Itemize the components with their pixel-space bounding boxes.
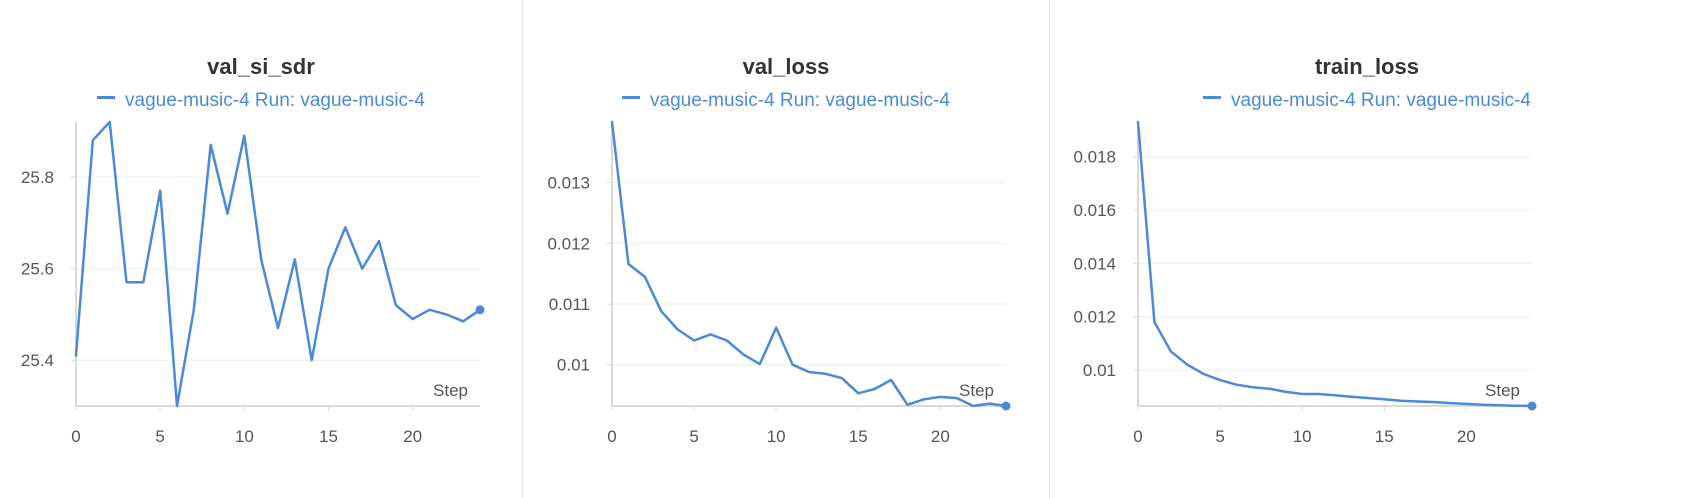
y-tick-label: 0.012 [547,234,590,253]
x-tick-label: 0 [607,427,616,446]
y-tick-label: 0.013 [547,174,590,193]
panel-divider-2 [1049,0,1050,498]
series-line [74,120,482,408]
x-tick-label: 5 [155,427,164,446]
x-tick-label: 5 [689,427,698,446]
x-tick-label: 10 [1293,427,1312,446]
panel-divider-1 [522,0,523,498]
chart-panel-train-loss: train_loss vague-music-4 Run: vague-musi… [1050,0,1684,498]
legend-label: vague-music-4 Run: vague-music-4 [125,90,425,111]
series-last-point [1527,401,1537,411]
legend-line-icon [97,96,116,100]
legend-line-icon [1203,96,1222,100]
chart-plot[interactable]: 0.01 0.011 0.012 0.013 0 5 10 15 20 Step [523,0,1049,498]
chart-legend[interactable]: vague-music-4 Run: vague-music-4 [0,90,522,112]
chart-legend[interactable]: vague-music-4 Run: vague-music-4 [1050,90,1684,112]
y-tick-label: 0.012 [1073,308,1116,327]
legend-line-icon [622,96,641,100]
x-tick-label: 0 [1133,427,1142,446]
x-tick-label: 20 [1457,427,1476,446]
x-tick-label: 20 [403,427,422,446]
chart-title: val_si_sdr [207,54,315,79]
series-last-point [475,305,485,315]
x-tick-label: 0 [71,427,80,446]
y-tick-label: 0.014 [1073,254,1116,273]
y-tick-label: 25.4 [21,351,54,370]
x-tick-label: 15 [849,427,868,446]
chart-panel-val-si-sdr: val_si_sdr vague-music-4 Run: vague-musi… [0,0,522,498]
series-line [610,120,1008,408]
x-tick-label: 5 [1215,427,1224,446]
x-tick-label: 15 [1375,427,1394,446]
chart-panel-val-loss: val_loss vague-music-4 Run: vague-music-… [523,0,1049,498]
legend-label: vague-music-4 Run: vague-music-4 [650,90,950,111]
y-tick-label: 25.6 [21,260,54,279]
series-last-point [1001,401,1011,411]
x-tick-label: 10 [767,427,786,446]
x-axis-label: Step [959,381,994,400]
x-axis-label: Step [1485,381,1520,400]
y-tick-label: 0.01 [557,356,590,375]
y-tick-label: 0.016 [1073,201,1116,220]
x-axis-label: Step [433,381,468,400]
series-line [1136,120,1534,408]
y-tick-label: 25.8 [21,168,54,187]
x-tick-label: 10 [235,427,254,446]
chart-title: train_loss [1315,54,1419,79]
chart-legend[interactable]: vague-music-4 Run: vague-music-4 [523,90,1049,112]
chart-title: val_loss [742,54,830,79]
chart-plot[interactable]: 25.4 25.6 25.8 0 5 10 15 20 Step [0,0,522,498]
y-tick-label: 0.01 [1083,361,1116,380]
chart-plot[interactable]: 0.01 0.012 0.014 0.016 0.018 0 5 10 15 20 Step [1050,0,1684,498]
x-tick-label: 20 [931,427,950,446]
x-tick-label: 15 [319,427,338,446]
y-tick-label: 0.011 [549,295,590,314]
y-tick-label: 0.018 [1073,148,1116,167]
legend-label: vague-music-4 Run: vague-music-4 [1231,90,1531,111]
